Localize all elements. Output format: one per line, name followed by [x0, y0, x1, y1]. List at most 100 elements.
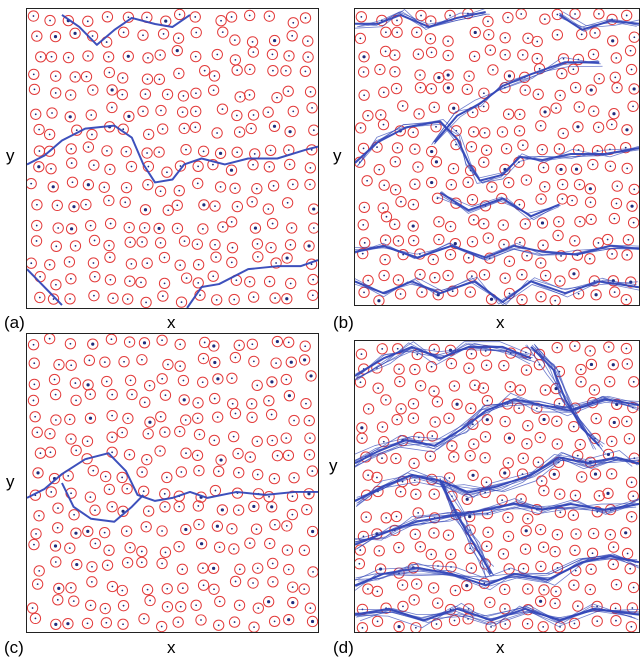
obstacle-circle	[519, 84, 531, 96]
obstacle-center-dot	[159, 241, 162, 244]
obstacle-center-dot	[256, 440, 259, 443]
obstacle-circle	[503, 176, 515, 189]
obstacle-circle	[103, 483, 115, 496]
obstacle-circle	[554, 89, 566, 102]
obstacle-circle	[625, 63, 638, 76]
obstacle-center-dot	[146, 152, 148, 154]
obstacle-circle	[143, 128, 155, 141]
obstacle-center-dot	[93, 239, 96, 242]
obstacle-circle	[208, 434, 220, 447]
x-axis-label: x	[167, 638, 176, 657]
obstacle-center-dot	[626, 254, 628, 256]
obstacle-center-dot	[213, 75, 216, 77]
obstacle-circle	[30, 108, 42, 120]
obstacle-center-dot	[236, 151, 239, 154]
obstacle-center-dot	[540, 480, 543, 482]
streamline	[355, 245, 639, 261]
obstacle-circle	[554, 275, 566, 287]
obstacle-circle	[190, 105, 202, 118]
obstacle-center-dot	[571, 199, 574, 202]
obstacle-center-dot	[273, 38, 277, 43]
obstacle-circle	[244, 537, 256, 549]
obstacle-circle	[461, 83, 473, 96]
obstacle-circle	[99, 602, 111, 615]
obstacle-center-dot	[147, 432, 150, 435]
obstacle-center-dot	[87, 55, 89, 57]
obstacle-center-dot	[309, 183, 311, 186]
obstacle-center-dot	[159, 450, 161, 452]
obstacle-circle	[229, 351, 242, 364]
obstacle-center-dot	[111, 451, 114, 454]
obstacle-circle	[162, 204, 174, 216]
obstacle-circle	[482, 232, 494, 244]
obstacle-center-dot	[376, 590, 379, 593]
obstacle-center-dot	[31, 607, 34, 609]
obstacle-center-dot	[216, 416, 219, 419]
obstacle-center-dot	[140, 550, 143, 553]
obstacle-center-dot	[559, 167, 563, 172]
obstacle-circle	[463, 362, 475, 374]
obstacle-center-dot	[309, 166, 312, 169]
obstacle-circle	[551, 438, 563, 450]
obstacle-center-dot	[110, 338, 113, 341]
obstacle-center-dot	[522, 567, 525, 570]
obstacle-circle	[81, 435, 94, 447]
obstacle-center-dot	[413, 479, 416, 482]
obstacle-center-dot	[86, 20, 89, 23]
obstacle-center-dot	[579, 220, 581, 223]
obstacle-center-dot	[535, 407, 538, 410]
obstacle-center-dot	[598, 494, 601, 497]
obstacle-center-dot	[519, 241, 521, 244]
obstacle-circle	[496, 126, 509, 138]
obstacle-center-dot	[250, 402, 253, 405]
obstacle-center-dot	[160, 109, 162, 112]
obstacle-circle	[177, 90, 190, 102]
obstacle-circle	[539, 384, 552, 396]
obstacle-center-dot	[106, 564, 109, 567]
obstacle-center-dot	[74, 245, 77, 247]
obstacle-center-dot	[57, 586, 61, 590]
obstacle-center-dot	[70, 364, 73, 367]
obstacle-center-dot	[195, 92, 197, 95]
obstacle-center-dot	[91, 89, 94, 91]
obstacle-circle	[555, 163, 567, 176]
obstacle-circle	[283, 563, 295, 576]
obstacle-circle	[153, 73, 166, 85]
obstacle-center-dot	[606, 491, 610, 495]
obstacle-center-dot	[196, 454, 199, 457]
obstacle-circle	[462, 613, 474, 625]
obstacle-center-dot	[256, 473, 259, 476]
obstacle-center-dot	[221, 226, 224, 228]
obstacle-center-dot	[293, 476, 295, 479]
obstacle-center-dot	[396, 347, 399, 350]
obstacle-circle	[87, 84, 99, 96]
obstacle-center-dot	[626, 363, 629, 365]
obstacle-circle	[556, 178, 569, 191]
obstacle-center-dot	[572, 68, 575, 71]
obstacle-circle	[173, 9, 186, 21]
obstacle-circle	[521, 250, 533, 262]
obstacle-center-dot	[129, 546, 131, 549]
obstacle-center-dot	[32, 343, 35, 346]
obstacle-circle	[43, 145, 56, 157]
obstacle-center-dot	[143, 226, 146, 229]
obstacle-center-dot	[572, 272, 576, 276]
obstacle-circle	[451, 398, 463, 410]
obstacle-circle	[308, 222, 318, 234]
obstacle-circle	[118, 356, 130, 368]
obstacle-center-dot	[268, 495, 270, 498]
obstacle-center-dot	[89, 604, 92, 607]
obstacle-circle	[82, 15, 94, 27]
streamline	[355, 558, 639, 591]
obstacle-center-dot	[504, 420, 507, 423]
obstacle-center-dot	[285, 69, 287, 72]
obstacle-center-dot	[86, 183, 90, 187]
obstacle-center-dot	[270, 246, 272, 249]
obstacle-center-dot	[420, 14, 422, 17]
obstacle-circle	[248, 355, 260, 368]
obstacle-circle	[171, 222, 184, 235]
obstacle-circle	[628, 31, 639, 43]
obstacle-center-dot	[376, 620, 379, 623]
obstacle-circle	[266, 501, 278, 513]
obstacle-circle	[29, 411, 41, 423]
